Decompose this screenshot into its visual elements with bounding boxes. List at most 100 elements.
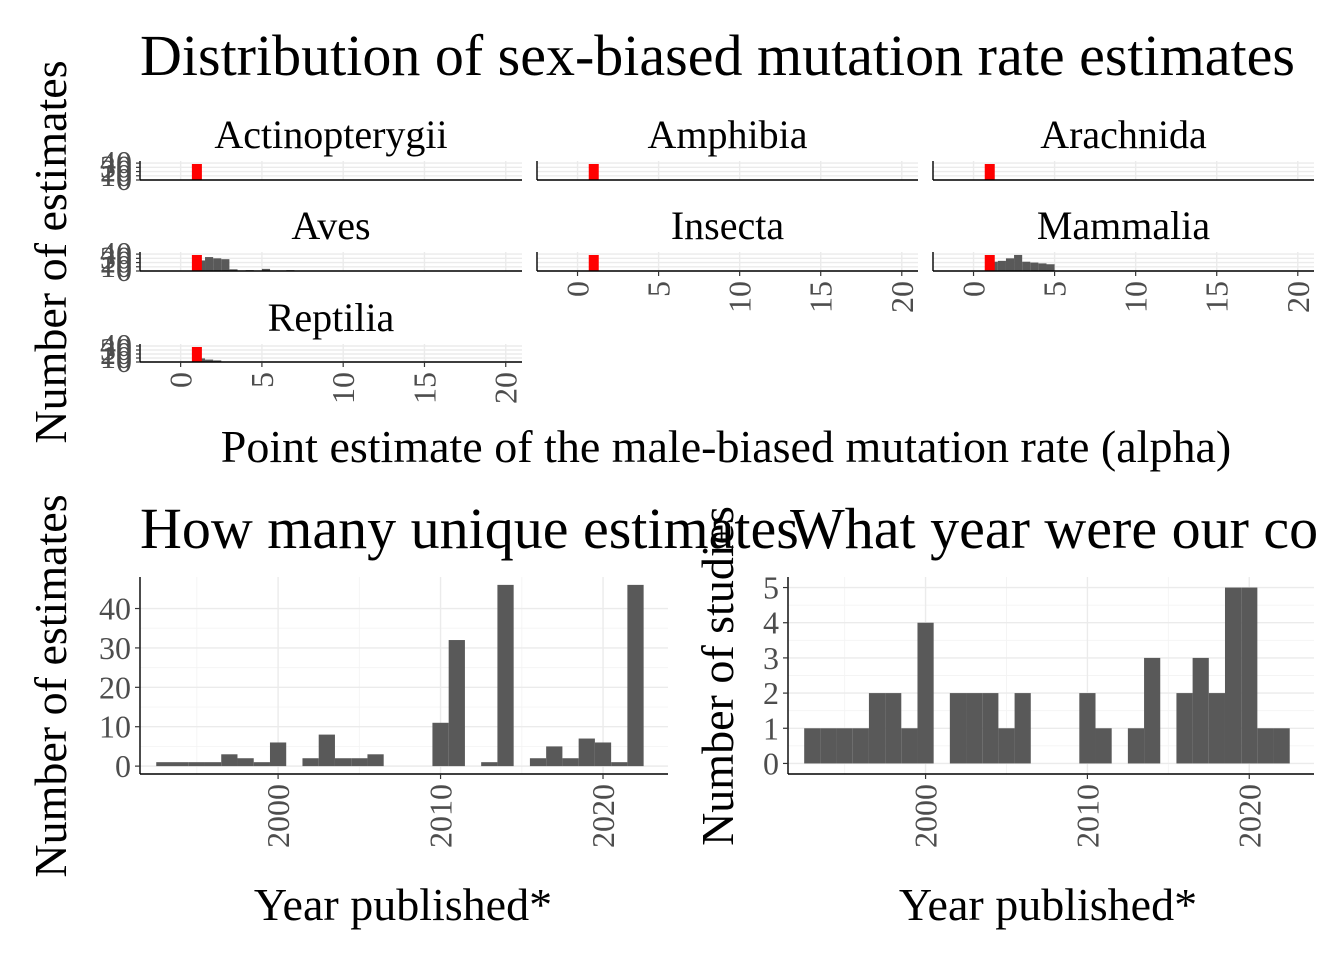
year-bar [1208, 693, 1225, 764]
x-tick-label: 20 [1280, 281, 1316, 313]
facet-strip-label: Aves [291, 203, 370, 248]
y-tick-label: 30 [100, 331, 132, 367]
year-bar [1224, 587, 1242, 764]
year-bar [917, 622, 934, 764]
unique-estimates-chart: How many unique estimates Number of esti… [25, 494, 799, 930]
facet-mammalia: Mammalia 0 5 10 15 20 [932, 203, 1316, 313]
year-bar [982, 693, 999, 764]
year-bar [852, 728, 869, 764]
y-tick-label: 20 [99, 669, 131, 705]
top-y-axis-title: Number of estimates [25, 60, 76, 443]
y-tick-label: 10 [100, 157, 132, 193]
y-tick-label: 10 [100, 248, 132, 284]
y-tick-label: 4 [763, 605, 779, 641]
x-tick-label: 0 [163, 372, 199, 388]
y-tick-label: 10 [100, 339, 132, 375]
year-bar [868, 693, 886, 764]
y-tick-label: 2 [763, 675, 779, 711]
histogram-bar [1022, 261, 1031, 271]
year-bar [318, 734, 335, 767]
x-tick-label: 0 [560, 281, 596, 297]
y-tick-label: 10 [99, 709, 131, 745]
year-bar [998, 728, 1015, 764]
year-bar [237, 758, 254, 767]
histogram-bar [1038, 263, 1047, 271]
y-tick-label: 5 [763, 570, 779, 606]
histogram-bar [221, 259, 230, 271]
reference-line-marker [191, 255, 202, 271]
year-bar [204, 762, 222, 767]
facet-arachnida: Arachnida [932, 112, 1314, 181]
reference-line-marker [191, 347, 202, 362]
bottom-left-y-axis-title: Number of estimates [25, 494, 76, 877]
facet-strip-label: Amphibia [648, 112, 808, 157]
reference-line-marker [588, 164, 599, 180]
x-tick-label: 15 [803, 281, 839, 313]
year-bar [253, 762, 270, 767]
x-tick-label: 10 [325, 372, 361, 404]
y-tick-label: 40 [100, 327, 132, 363]
y-tick-label: 3 [763, 640, 779, 676]
histogram-bar [213, 360, 222, 362]
year-bar [1273, 728, 1290, 764]
y-tick-label: 40 [100, 144, 132, 180]
year-bar [188, 762, 205, 767]
studies-year-chart: What year were our co Number of studies … [692, 496, 1318, 930]
x-tick-label: 2000 [908, 784, 944, 848]
y-tick-label: 0 [115, 748, 131, 784]
x-tick-label: 5 [1037, 281, 1073, 297]
y-tick-label: 0 [116, 161, 132, 197]
top-facet-chart: Distribution of sex-biased mutation rate… [25, 23, 1316, 472]
year-bar [269, 742, 287, 767]
y-tick-label: 40 [100, 235, 132, 271]
y-tick-label: 30 [99, 630, 131, 666]
year-bar [1014, 693, 1031, 764]
year-bar [481, 762, 498, 767]
year-bar [949, 693, 967, 764]
year-bar [546, 746, 563, 767]
reference-line-marker [984, 164, 995, 180]
year-bar [529, 758, 547, 767]
top-chart-title: Distribution of sex-biased mutation rate… [140, 23, 1295, 88]
year-bar [1176, 693, 1193, 764]
facet-strip-label: Reptilia [268, 295, 395, 340]
reference-line-marker [984, 255, 995, 271]
facet-strip-label: Actinopterygii [214, 112, 447, 157]
bottom-right-y-axis-title: Number of studies [692, 506, 743, 846]
year-bar [836, 728, 853, 764]
x-tick-label: 20 [488, 372, 524, 404]
y-tick-label: 40 [99, 591, 131, 627]
histogram-bar [1046, 264, 1055, 271]
x-tick-label: 10 [1118, 281, 1154, 313]
facet-insecta: Insecta 0 5 10 15 20 [536, 203, 920, 313]
histogram-bar [997, 260, 1006, 271]
year-bar [901, 728, 918, 764]
histogram-bar [1005, 258, 1015, 271]
y-tick-label: 30 [100, 148, 132, 184]
histogram-bar [205, 257, 214, 271]
year-bar [1192, 657, 1209, 764]
y-tick-label: 0 [116, 343, 132, 379]
x-tick-label: 2020 [1231, 784, 1267, 848]
facet-strip-label: Mammalia [1037, 203, 1211, 248]
year-bar [562, 758, 579, 767]
y-tick-label: 20 [100, 244, 132, 280]
year-bar [1241, 587, 1258, 764]
x-tick-label: 5 [244, 372, 280, 388]
x-tick-label: 15 [406, 372, 442, 404]
x-tick-label: 5 [641, 281, 677, 297]
facet-amphibia: Amphibia [536, 112, 918, 181]
year-bar [1144, 657, 1161, 764]
x-tick-label: 2000 [260, 784, 296, 848]
year-bar [611, 762, 628, 767]
year-bar [448, 640, 465, 767]
year-bar [156, 762, 173, 767]
year-bar [1095, 728, 1112, 764]
